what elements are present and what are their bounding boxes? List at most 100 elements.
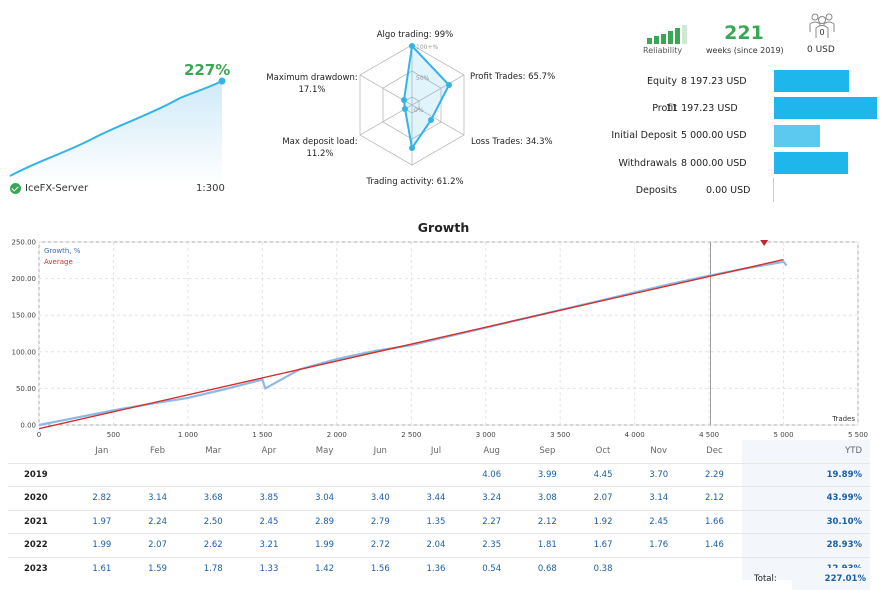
radar-ring-0: 0% bbox=[414, 107, 424, 114]
x-tick-label: 5 000 bbox=[774, 431, 794, 439]
monthly-returns-table: Jan Feb Mar Apr May Jun Jul Aug Sep Oct Nov Dec YTD … bbox=[8, 440, 870, 580]
month-value-cell: 3.44 bbox=[426, 493, 446, 504]
stat-bar-initial-deposit bbox=[774, 125, 820, 147]
y-tick-label: 50.00 bbox=[16, 385, 36, 393]
stat-bar-withdrawals bbox=[774, 152, 848, 174]
x-tick-label: 4 500 bbox=[699, 431, 719, 439]
year-cell: 2023 bbox=[24, 563, 48, 574]
radar-point-deposit-load bbox=[402, 106, 408, 112]
subscribers-count: 0 bbox=[819, 28, 824, 37]
table-row: 2019 4.06 3.99 4.45 3.70 2.29 19.89% bbox=[8, 463, 870, 487]
month-value-cell: 0.54 bbox=[482, 563, 502, 574]
month-value-cell: 1.99 bbox=[92, 540, 112, 551]
radar-label-algo: Algo trading: 99% bbox=[376, 30, 454, 40]
radar-label-activity: Trading activity: 61.2% bbox=[366, 177, 464, 187]
month-value-cell: 1.97 bbox=[92, 516, 112, 527]
month-value-cell: 4.06 bbox=[482, 469, 502, 480]
x-tick-label: 2 000 bbox=[327, 431, 347, 439]
month-value-cell: 3.04 bbox=[315, 493, 335, 504]
month-header-nov: Nov bbox=[650, 446, 668, 457]
month-header-feb: Feb bbox=[150, 446, 166, 457]
table-header-row: Jan Feb Mar Apr May Jun Jul Aug Sep Oct Nov Dec YTD bbox=[8, 440, 870, 463]
month-value-cell: 1.67 bbox=[593, 540, 613, 551]
month-value-cell: 3.70 bbox=[649, 469, 669, 480]
chart-title: Growth bbox=[417, 220, 470, 235]
month-value-cell: 1.35 bbox=[426, 516, 446, 527]
x-tick-label: 1 500 bbox=[252, 431, 272, 439]
month-value-cell: 2.07 bbox=[148, 540, 167, 551]
radar-point-activity bbox=[409, 145, 415, 151]
month-value-cell: 3.24 bbox=[482, 493, 502, 504]
month-value-cell: 3.68 bbox=[203, 493, 223, 504]
series-line-growth bbox=[38, 260, 788, 427]
month-header-apr: Apr bbox=[261, 446, 277, 457]
weeks-count: 221 bbox=[724, 22, 764, 44]
subscribers-icon: 0 bbox=[809, 13, 835, 38]
month-value-cell: 2.72 bbox=[370, 540, 390, 551]
y-tick-label: 100.00 bbox=[12, 348, 37, 356]
month-value-cell: 2.24 bbox=[148, 516, 167, 527]
ytd-header: YTD bbox=[742, 440, 870, 463]
radar-point-loss bbox=[428, 117, 434, 123]
drawdown-value: 17.1% bbox=[298, 85, 326, 95]
month-value-cell: 2.29 bbox=[704, 469, 724, 480]
stat-value-withdrawals: 8 000.00 USD bbox=[681, 158, 747, 169]
month-value-cell bbox=[185, 463, 241, 487]
radar-point-drawdown bbox=[401, 97, 407, 103]
table-row: 2020 2.82 3.14 3.68 3.85 3.04 3.40 3.44 3.24 3.08… bbox=[8, 486, 870, 510]
month-value-cell: 2.79 bbox=[370, 516, 390, 527]
stat-bar-equity bbox=[774, 70, 849, 92]
x-tick-label: 3 500 bbox=[550, 431, 570, 439]
month-value-cell bbox=[297, 463, 353, 487]
month-value-cell: 1.66 bbox=[704, 516, 724, 527]
month-value-cell: 1.46 bbox=[704, 540, 724, 551]
radar-ring-50: 50% bbox=[416, 75, 430, 82]
month-value-cell: 1.59 bbox=[148, 563, 167, 574]
month-value-cell: 1.92 bbox=[593, 516, 613, 527]
radar-ring-100: 100+% bbox=[416, 44, 438, 51]
mini-growth-chart bbox=[9, 77, 226, 185]
radar-label-deposit-load: Max deposit load: 11.2% bbox=[270, 136, 370, 160]
month-value-cell bbox=[74, 463, 130, 487]
stat-label-profit: Profit bbox=[652, 103, 677, 114]
weeks-label: weeks (since 2019) bbox=[706, 46, 784, 55]
radar-point-profit bbox=[446, 82, 452, 88]
month-value-cell: 1.78 bbox=[203, 563, 223, 574]
radar-point-algo bbox=[409, 43, 415, 49]
year-cell: 2020 bbox=[24, 493, 48, 504]
x-tick-label: 1 000 bbox=[178, 431, 198, 439]
month-value-cell: 1.61 bbox=[92, 563, 112, 574]
month-header-jun: Jun bbox=[373, 446, 387, 457]
mini-growth-endpoint bbox=[218, 77, 226, 85]
stat-value-equity: 8 197.23 USD bbox=[681, 76, 747, 87]
x-tick-label: 0 bbox=[37, 431, 41, 439]
month-value-cell: 2.45 bbox=[649, 516, 669, 527]
verified-check-icon bbox=[10, 183, 21, 194]
ytd-cell: 19.89% bbox=[742, 463, 870, 487]
ytd-cell: 30.10% bbox=[742, 510, 870, 534]
mini-growth-area bbox=[10, 81, 222, 185]
month-value-cell: 1.42 bbox=[315, 563, 335, 574]
y-tick-label: 150.00 bbox=[12, 312, 37, 320]
table-row: 2021 1.97 2.24 2.50 2.45 2.89 2.79 1.35 2.27 2.12… bbox=[8, 510, 870, 534]
month-value-cell: 2.04 bbox=[426, 540, 446, 551]
month-value-cell: 1.36 bbox=[426, 563, 446, 574]
month-value-cell bbox=[687, 557, 743, 580]
month-value-cell: 3.85 bbox=[259, 493, 279, 504]
stat-label-equity: Equity bbox=[646, 76, 677, 87]
stat-label-withdrawals: Withdrawals bbox=[618, 158, 677, 169]
month-value-cell: 2.12 bbox=[537, 516, 557, 527]
leverage: 1:300 bbox=[196, 183, 225, 194]
month-value-cell bbox=[408, 463, 464, 487]
stat-bar-deposits bbox=[773, 178, 774, 202]
server-name: IceFX-Server bbox=[25, 183, 89, 194]
month-value-cell: 3.21 bbox=[259, 540, 279, 551]
stat-label-deposits: Deposits bbox=[635, 185, 677, 196]
month-value-cell: 2.12 bbox=[704, 493, 724, 504]
radar-label-drawdown: Maximum drawdown: 17.1% bbox=[262, 72, 362, 96]
server-info[interactable]: IceFX-Server bbox=[10, 183, 88, 194]
month-value-cell bbox=[631, 557, 687, 580]
month-value-cell: 1.76 bbox=[649, 540, 669, 551]
growth-chart: 0.00 50.00 100.00 150.00 200.00 250.00 0 500 1 0… bbox=[12, 239, 869, 440]
stat-label-initial-deposit: Initial Deposit bbox=[611, 130, 677, 141]
